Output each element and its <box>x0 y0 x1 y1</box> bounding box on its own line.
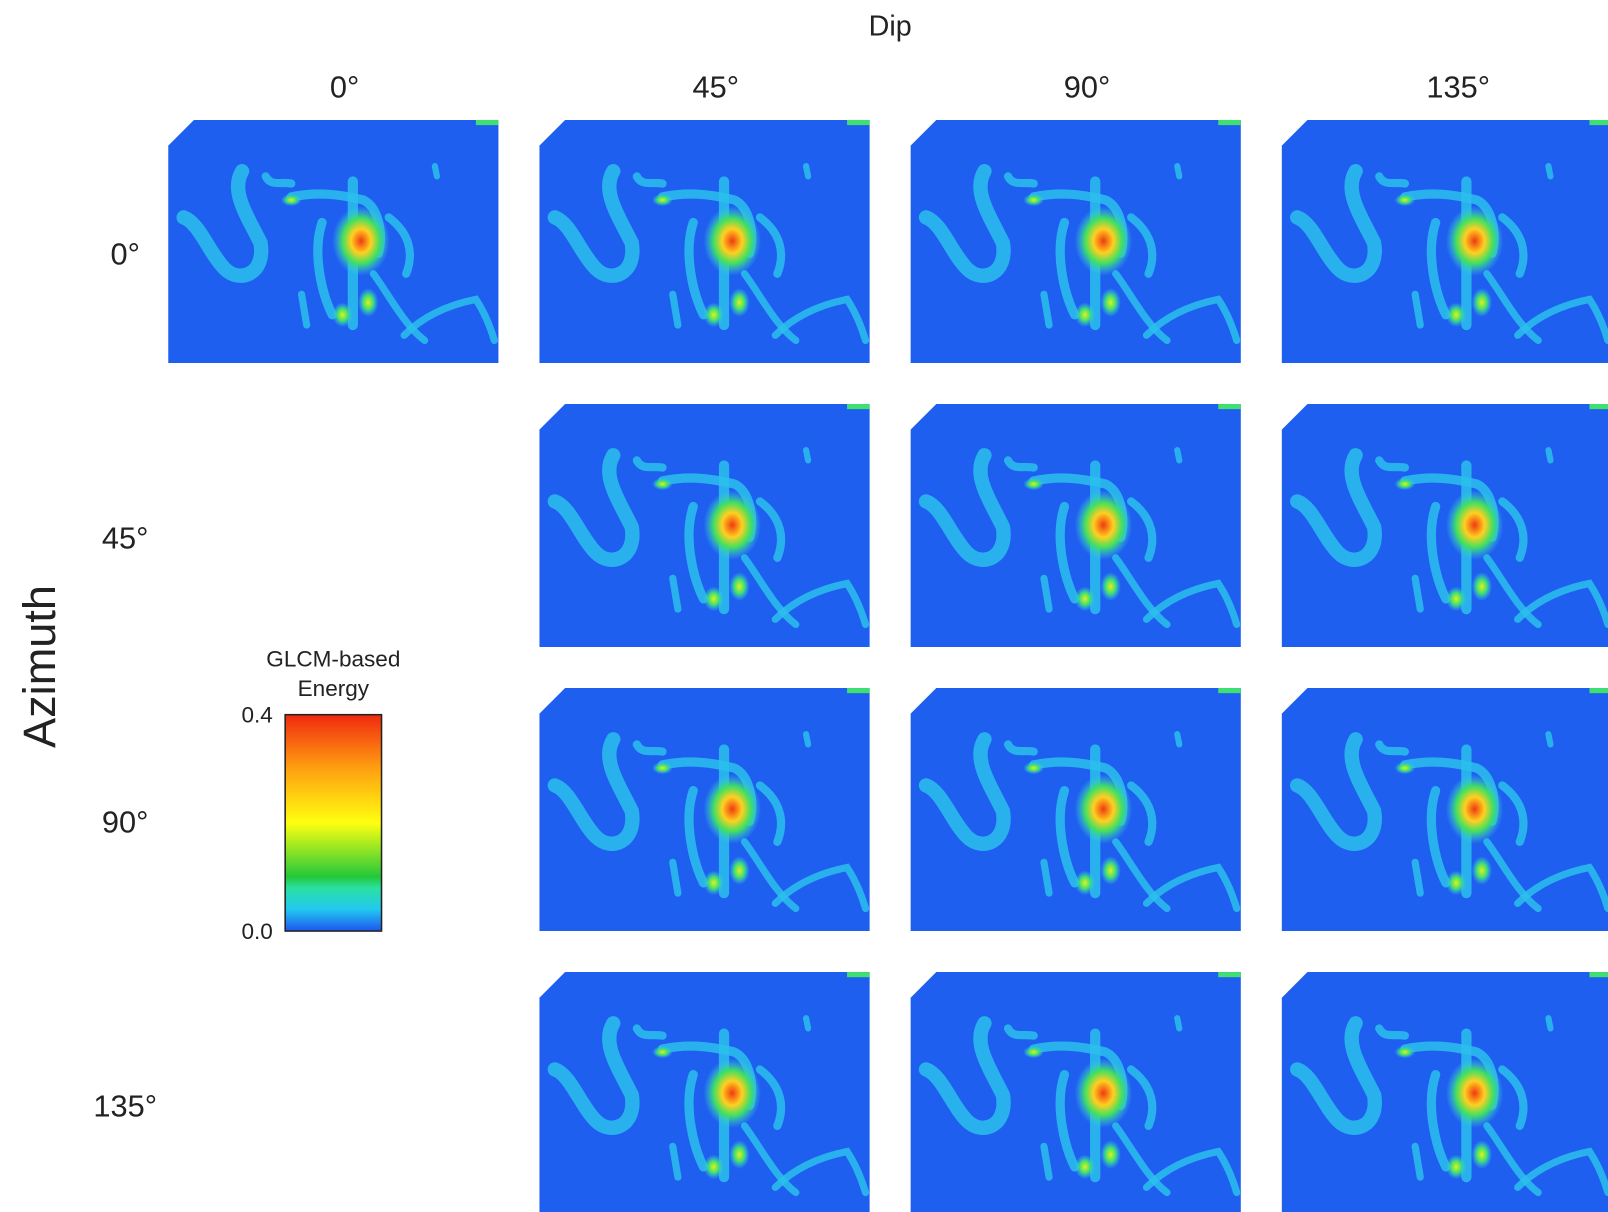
energy-map <box>1282 404 1608 647</box>
colorbar-max: 0.4 <box>242 703 273 728</box>
energy-map <box>539 688 869 931</box>
energy-map <box>1282 120 1608 363</box>
energy-map <box>1282 688 1608 931</box>
row-label: 90° <box>102 805 149 840</box>
energy-map <box>539 120 869 363</box>
energy-map <box>539 972 869 1212</box>
energy-map <box>911 688 1241 931</box>
figure: Dip Azimuth GLCM-based Energy 0.4 0.0 0°… <box>0 0 1608 1212</box>
column-label: 0° <box>330 69 359 104</box>
row-label: 135° <box>93 1089 157 1124</box>
column-label: 45° <box>693 69 740 104</box>
column-label: 90° <box>1064 69 1111 104</box>
page: Dip Azimuth GLCM-based Energy 0.4 0.0 0°… <box>0 0 1608 1212</box>
colorbar-title: Energy <box>298 676 370 701</box>
row-label: 45° <box>102 521 149 556</box>
energy-map <box>168 120 498 363</box>
colorbar-min: 0.0 <box>242 919 273 944</box>
energy-map <box>911 120 1241 363</box>
colorbar-title: GLCM-based <box>266 646 400 671</box>
row-label: 0° <box>110 236 139 271</box>
energy-map <box>911 404 1241 647</box>
colorbar <box>285 715 381 931</box>
energy-map <box>539 404 869 647</box>
column-label: 135° <box>1426 69 1490 104</box>
energy-map <box>911 972 1241 1212</box>
dip-title: Dip <box>869 10 912 42</box>
azimuth-title: Azimuth <box>14 585 65 748</box>
energy-map <box>1282 972 1608 1212</box>
